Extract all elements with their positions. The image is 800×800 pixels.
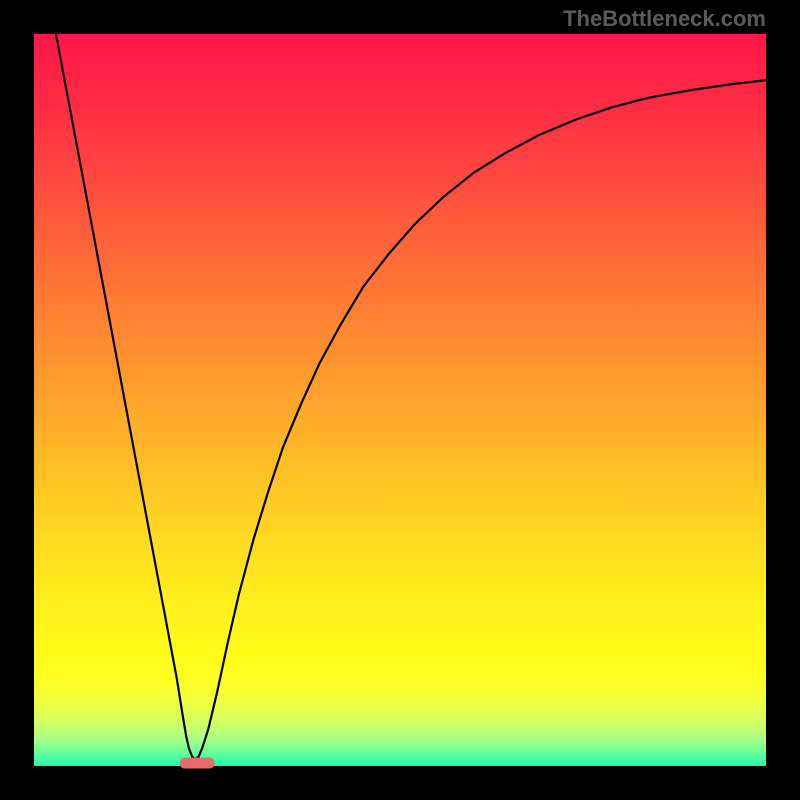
optimum-marker	[180, 758, 215, 769]
plot-background	[34, 34, 766, 766]
chart-svg	[0, 0, 800, 800]
chart-frame: TheBottleneck.com	[0, 0, 800, 800]
watermark-text: TheBottleneck.com	[563, 6, 766, 32]
